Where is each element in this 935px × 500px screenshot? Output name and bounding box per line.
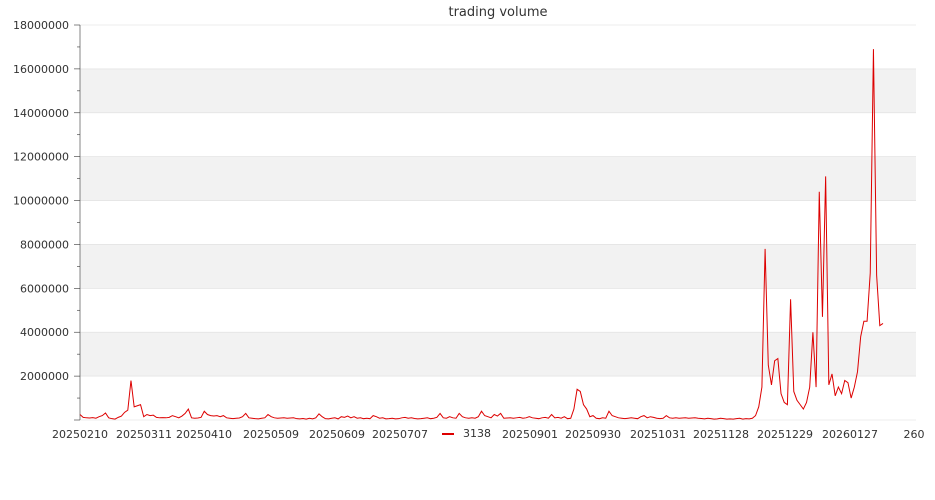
x-tick-label: 20250707 — [372, 428, 428, 441]
x-tick-label: 20251229 — [757, 428, 813, 441]
x-tick-label: 20250509 — [243, 428, 299, 441]
x-tick-label: 20250210 — [52, 428, 108, 441]
x-tick-label: 20260127 — [822, 428, 878, 441]
y-tick-label: 8000000 — [20, 238, 69, 251]
y-tick-label: 10000000 — [13, 195, 69, 208]
x-tick-label: 20250609 — [309, 428, 365, 441]
grid-band — [80, 156, 916, 201]
x-tick-label: 20251128 — [693, 428, 749, 441]
chart-title: trading volume — [448, 5, 547, 20]
y-tick-label: 16000000 — [13, 63, 69, 76]
y-tick-label: 2000000 — [20, 370, 69, 383]
x-tick-label: 20250311 — [116, 428, 172, 441]
gridlines — [80, 24, 916, 421]
series-line-3138 — [79, 49, 884, 420]
y-tick-label: 4000000 — [20, 326, 69, 339]
y-ticks: 2000000 4000000 6000000 8000000 10000000 1200… — [13, 19, 80, 421]
x-ticks: 20250210 20250311 20250410 20250509 20250609… — [52, 428, 925, 441]
y-tick-label: 18000000 — [13, 19, 69, 32]
y-tick-label: 14000000 — [13, 107, 69, 120]
x-tick-label: 20251031 — [630, 428, 686, 441]
y-tick-label: 6000000 — [20, 282, 69, 295]
grid-bands — [80, 68, 916, 377]
legend: 3138 — [442, 427, 491, 440]
y-tick-label: 12000000 — [13, 151, 69, 164]
x-tick-label: 260 — [904, 428, 925, 441]
grid-band — [80, 68, 916, 113]
grid-band — [80, 332, 916, 377]
x-tick-label: 20250930 — [565, 428, 621, 441]
legend-label: 3138 — [463, 427, 491, 440]
x-tick-label: 20250410 — [176, 428, 232, 441]
grid-band — [80, 244, 916, 289]
x-tick-label: 20250901 — [502, 428, 558, 441]
